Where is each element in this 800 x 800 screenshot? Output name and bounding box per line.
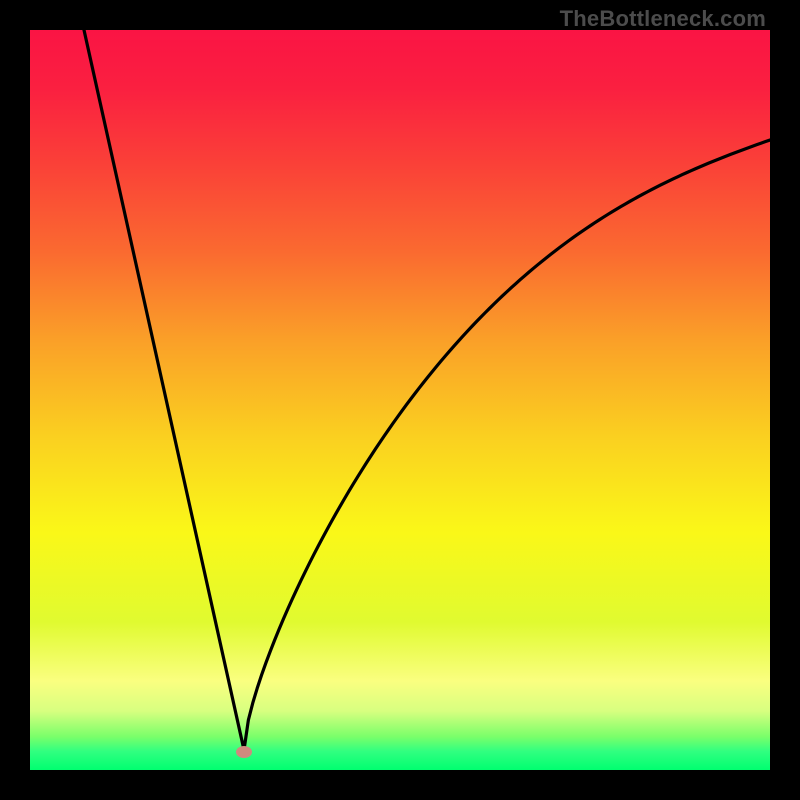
minimum-marker xyxy=(236,746,252,758)
bottleneck-chart xyxy=(30,30,770,770)
chart-frame: TheBottleneck.com xyxy=(0,0,800,800)
watermark-text: TheBottleneck.com xyxy=(560,6,766,32)
plot-area xyxy=(30,30,770,770)
gradient-background xyxy=(30,30,770,770)
